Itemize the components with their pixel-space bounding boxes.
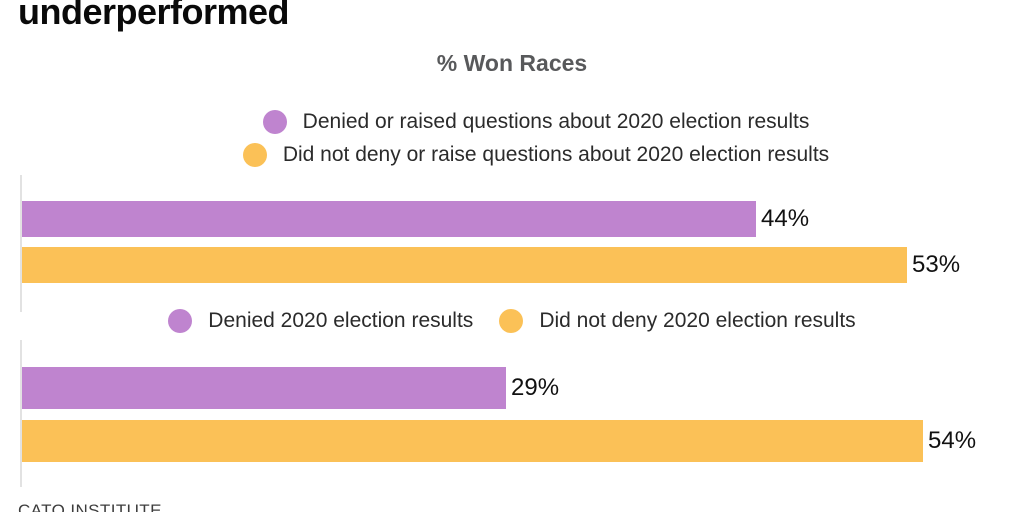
bar-row-group2-denier: 29% xyxy=(22,367,559,409)
legend-swatch-nondenier-icon xyxy=(242,143,267,167)
bar-row-group1-nondenier: 53% xyxy=(22,247,960,283)
legend-label-denied: Denied 2020 election results xyxy=(208,309,474,332)
chart-headline: underperformed xyxy=(18,0,290,32)
bar-value-group2-denier: 29% xyxy=(511,374,560,401)
axis-line-group2 xyxy=(20,340,22,487)
legend-swatch-denier-icon xyxy=(262,110,287,134)
legend-group1-row2: Did not deny or raise questions about 20… xyxy=(24,143,1024,167)
bar-group1-denier xyxy=(22,201,756,237)
legend-group1-row1: Denied or raised questions about 2020 el… xyxy=(24,110,1024,134)
bar-row-group2-nondenier: 54% xyxy=(22,420,976,462)
axis-line-group1 xyxy=(20,175,22,312)
bar-group2-denier xyxy=(22,367,506,409)
source-credit: CATO INSTITUTE xyxy=(18,501,162,512)
legend-label-notdenied: Did not deny 2020 election results xyxy=(539,309,856,332)
legend-label-denier: Denied or raised questions about 2020 el… xyxy=(302,110,810,133)
chart-subtitle: % Won Races xyxy=(436,50,588,76)
legend-swatch-denied-icon xyxy=(168,309,193,333)
bar-group2-nondenier xyxy=(22,420,923,462)
bar-value-group2-nondenier: 54% xyxy=(928,427,977,454)
bar-row-group1-denier: 44% xyxy=(22,201,809,237)
bar-value-group1-denier: 44% xyxy=(761,205,810,232)
legend-group2-row: Denied 2020 election results Did not den… xyxy=(0,309,1024,333)
bar-group1-nondenier xyxy=(22,247,907,283)
legend-swatch-notdenied-icon xyxy=(499,309,524,333)
bar-value-group1-nondenier: 53% xyxy=(912,251,961,278)
legend-label-nondenier: Did not deny or raise questions about 20… xyxy=(282,143,830,166)
